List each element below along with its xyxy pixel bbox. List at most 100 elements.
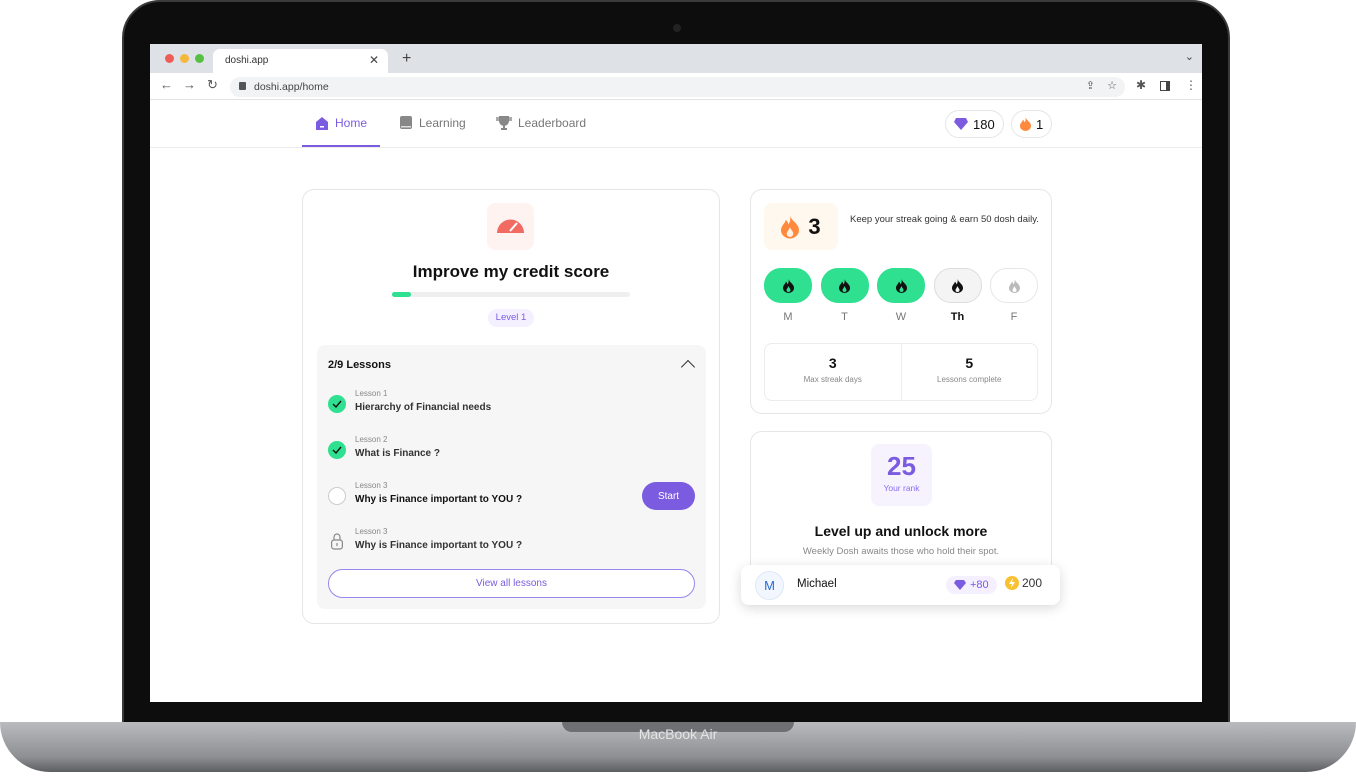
leaderboard-user-row[interactable]: M Michael +80 200 xyxy=(741,565,1060,605)
lessons-complete-label: Lessons complete xyxy=(937,375,1002,384)
course-card: Improve my credit score Level 1 2/9 Less… xyxy=(302,189,720,624)
lesson-title: Why is Finance important to YOU ? xyxy=(355,540,523,551)
avatar: M xyxy=(755,571,784,600)
view-all-lessons-button[interactable]: View all lessons xyxy=(328,569,695,598)
nav-leaderboard[interactable]: Leaderboard xyxy=(496,116,586,130)
rank-box: 25 Your rank xyxy=(871,444,932,506)
streak-day-label: M xyxy=(783,311,793,323)
minimize-window-button[interactable] xyxy=(180,54,189,63)
lessons-count: 2/9 Lessons xyxy=(328,359,391,371)
lesson-item[interactable]: Lesson 2 What is Finance ? xyxy=(317,435,706,471)
streak-count: 1 xyxy=(1036,116,1044,132)
tab-list-chevron-icon[interactable]: ⌄ xyxy=(1184,51,1194,63)
rank-subtitle: Weekly Dosh awaits those who hold their … xyxy=(802,546,1000,557)
streak-day-label: Th xyxy=(950,311,965,323)
streak-badge[interactable]: 1 xyxy=(1011,110,1053,138)
streak-stats: 3 Max streak days 5 Lessons complete xyxy=(764,343,1038,401)
gems-earned: +80 xyxy=(970,579,989,591)
course-progress-bar xyxy=(392,292,630,297)
lesson-number: Lesson 3 xyxy=(355,481,388,490)
course-progress-fill xyxy=(392,292,412,297)
streak-day-t xyxy=(820,268,869,303)
lesson-title: Why is Finance important to YOU ? xyxy=(355,494,523,505)
streak-card: 3 Keep your streak going & earn 50 dosh … xyxy=(750,189,1052,414)
streak-day-th xyxy=(933,268,982,303)
lessons-complete-value: 5 xyxy=(965,355,974,371)
active-tab-underline xyxy=(302,145,380,147)
user-name: Michael xyxy=(797,578,837,590)
forward-icon[interactable]: → xyxy=(183,77,196,92)
level-pill: Level 1 xyxy=(488,309,534,327)
flame-icon xyxy=(839,278,850,293)
streak-count-box: 3 xyxy=(764,203,838,250)
check-circle-icon xyxy=(328,441,346,459)
new-tab-button[interactable]: + xyxy=(402,50,412,67)
share-icon[interactable]: ⇪ xyxy=(1085,80,1095,92)
max-streak-label: Max streak days xyxy=(803,375,862,384)
gem-icon xyxy=(954,118,968,130)
extensions-puzzle-icon[interactable]: ✱ xyxy=(1136,78,1147,92)
home-icon xyxy=(316,116,328,130)
app-nav: Home Learning Leaderboard 180 1 xyxy=(150,100,1202,148)
course-icon-box xyxy=(487,203,534,250)
nav-home[interactable]: Home xyxy=(315,116,367,130)
close-window-button[interactable] xyxy=(165,54,174,63)
browser-tab-bar: doshi.app ✕ + ⌄ xyxy=(150,44,1202,73)
speedometer-icon xyxy=(497,219,524,233)
streak-day-m xyxy=(764,268,812,303)
book-icon xyxy=(400,116,412,129)
lesson-number: Lesson 1 xyxy=(355,389,388,398)
empty-circle-icon xyxy=(328,487,346,505)
start-lesson-button[interactable]: Start xyxy=(642,482,695,510)
flame-icon xyxy=(782,278,794,293)
streak-day-w xyxy=(877,268,925,303)
streak-day-f xyxy=(990,268,1038,303)
back-icon[interactable]: ← xyxy=(160,77,173,92)
lesson-number: Lesson 3 xyxy=(355,527,388,536)
max-streak-value: 3 xyxy=(828,355,837,371)
laptop-brand: MacBook Air xyxy=(638,726,718,742)
points-value: 200 xyxy=(1022,576,1043,590)
tab-title: doshi.app xyxy=(225,55,269,66)
maximize-window-button[interactable] xyxy=(195,54,204,63)
lesson-title: Hierarchy of Financial needs xyxy=(355,402,492,413)
rank-value: 25 xyxy=(887,451,916,481)
screen: doshi.app ✕ + ⌄ ← → ↻ doshi.app/home ⇪ ☆ … xyxy=(150,44,1202,702)
url-bar[interactable]: doshi.app/home ⇪ ☆ xyxy=(230,77,1125,97)
lesson-item[interactable]: Lesson 1 Hierarchy of Financial needs xyxy=(317,389,706,425)
streak-day-label: F xyxy=(1010,311,1018,323)
nav-leaderboard-label: Leaderboard xyxy=(518,116,587,130)
flame-icon xyxy=(781,215,800,238)
rank-title: Level up and unlock more xyxy=(814,523,988,539)
gems-earned-pill: +80 xyxy=(946,576,997,594)
lock-icon xyxy=(239,82,246,90)
streak-message: Keep your streak going & earn 50 dosh da… xyxy=(850,214,1039,225)
close-tab-icon[interactable]: ✕ xyxy=(368,53,379,67)
address-toolbar: ← → ↻ doshi.app/home ⇪ ☆ ✱ ⋮ xyxy=(150,73,1202,100)
lesson-title: What is Finance ? xyxy=(355,448,441,459)
browser-tab[interactable]: doshi.app ✕ xyxy=(213,49,388,73)
collapse-chevron-icon[interactable] xyxy=(680,359,696,375)
nav-learning[interactable]: Learning xyxy=(400,116,466,130)
side-panel-icon[interactable] xyxy=(1160,81,1170,91)
trophy-icon xyxy=(496,116,512,130)
gem-icon xyxy=(954,580,966,590)
lesson-item: Lesson 3 Why is Finance important to YOU… xyxy=(317,527,706,563)
lock-icon xyxy=(331,533,343,550)
streak-count-value: 3 xyxy=(808,213,821,239)
nav-home-label: Home xyxy=(335,116,368,130)
bookmark-star-icon[interactable]: ☆ xyxy=(1107,80,1117,92)
gems-badge[interactable]: 180 xyxy=(945,110,1004,138)
lesson-item[interactable]: Lesson 3 Why is Finance important to YOU… xyxy=(317,481,706,517)
lessons-panel: 2/9 Lessons Lesson 1 Hierarchy of Financ… xyxy=(317,345,706,609)
more-menu-icon[interactable]: ⋮ xyxy=(1185,78,1197,92)
reload-icon[interactable]: ↻ xyxy=(207,77,218,92)
flame-icon xyxy=(1020,117,1031,131)
lightning-icon xyxy=(1005,576,1019,590)
streak-day-label: T xyxy=(841,311,848,323)
camera xyxy=(673,24,681,32)
points: 200 xyxy=(1005,576,1042,590)
url-text: doshi.app/home xyxy=(254,81,329,93)
gems-count: 180 xyxy=(973,116,995,132)
rank-label: Your rank xyxy=(883,483,920,493)
